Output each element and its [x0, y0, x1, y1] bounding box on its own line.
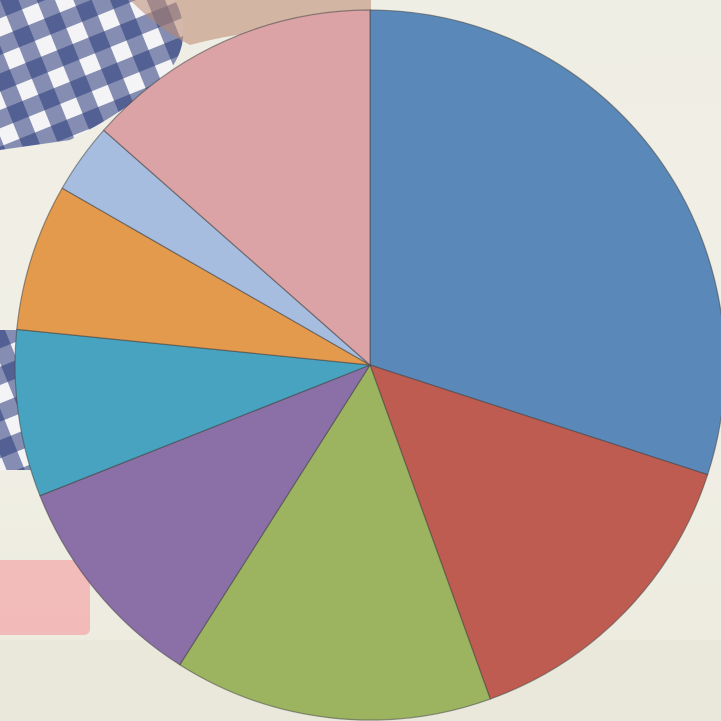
pie-slice-6: [16, 187, 371, 366]
pie-slices: [14, 9, 721, 721]
wood-top: [130, 0, 371, 45]
pie-slice-3: [178, 363, 492, 721]
pie-slice-5: [14, 328, 371, 497]
pie-slice-2: [369, 364, 709, 700]
pie-slice-1: [369, 9, 721, 476]
pie-slice-8: [102, 9, 371, 367]
pink-note: [0, 560, 90, 635]
fabric-top: [0, 0, 184, 150]
pie-slice-4: [39, 363, 372, 666]
